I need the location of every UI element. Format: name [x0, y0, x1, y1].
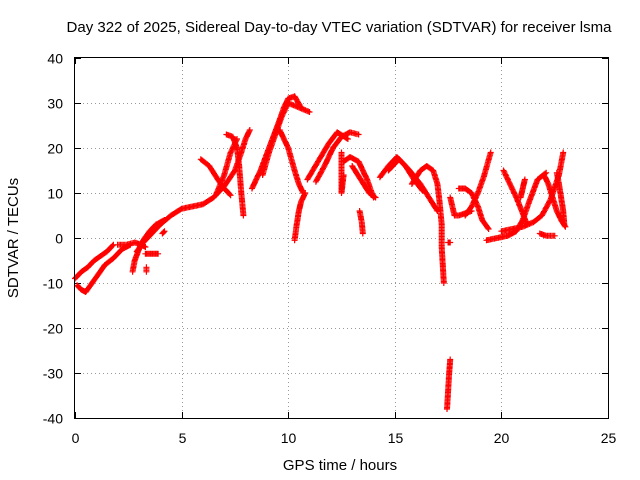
series-arc-25 [445, 239, 454, 246]
series-arc-08 [159, 228, 168, 237]
series-arc-21 [356, 208, 366, 237]
y-tick-label: -10 [43, 276, 63, 292]
series-arc-17 [312, 129, 362, 185]
tick-layer: 0 5 10 15 20 25 -40 -30 -20 -10 0 10 20 30 40 [43, 51, 617, 447]
plot-frame [74, 57, 609, 419]
plus-markers [338, 149, 347, 196]
x-tick-label: 5 [179, 430, 187, 446]
series-arc-34 [536, 230, 558, 239]
plus-markers [142, 250, 162, 257]
plus-markers [349, 163, 379, 201]
series-arc-14 [276, 127, 307, 196]
y-tick-label: 10 [47, 186, 63, 202]
plus-markers [517, 176, 528, 201]
data-marks [72, 93, 569, 412]
x-axis-title: GPS time / hours [283, 457, 397, 474]
x-tick-label: 15 [388, 430, 404, 446]
plus-markers [553, 169, 568, 228]
y-axis-title: SDTVAR / TECUs [5, 178, 22, 298]
series-arc-36 [553, 169, 568, 228]
plus-markers [408, 163, 447, 286]
y-tick-label: 0 [55, 231, 63, 247]
series-arc-06 [142, 250, 162, 257]
plus-markers [455, 185, 492, 232]
plus-markers [74, 241, 134, 295]
series-arc-20 [349, 163, 379, 201]
plus-markers [276, 127, 307, 196]
x-tick-label: 20 [494, 430, 510, 446]
plus-markers [536, 230, 558, 239]
plus-markers [445, 239, 454, 246]
plus-markers [356, 208, 366, 237]
grid-layer [75, 58, 608, 418]
series-arc-15 [291, 190, 309, 244]
plus-markers [259, 100, 313, 178]
series-arc-23 [385, 156, 441, 214]
plus-markers [462, 149, 494, 219]
series-arc-26 [444, 356, 454, 412]
plus-markers [312, 129, 362, 185]
plus-markers [500, 167, 530, 228]
x-tick-label: 25 [601, 430, 617, 446]
y-tick-label: 40 [47, 51, 63, 67]
y-tick-label: 20 [47, 141, 63, 157]
series-arc-24 [408, 163, 447, 286]
chart-title: Day 322 of 2025, Sidereal Day-to-day VTE… [67, 19, 613, 36]
series-arc-28 [455, 185, 492, 232]
series-arc-29 [462, 149, 494, 219]
y-tick-label: -40 [43, 411, 63, 427]
series-arc-19 [338, 149, 347, 196]
plus-markers [223, 131, 247, 219]
y-tick-label: 30 [47, 96, 63, 112]
x-tick-label: 0 [72, 430, 80, 446]
plus-markers [291, 190, 309, 244]
plus-markers [143, 264, 150, 275]
series-arc-02 [74, 241, 134, 295]
plus-markers [444, 356, 454, 412]
plus-markers [385, 156, 441, 214]
series-arc-07 [143, 264, 150, 275]
series-arc-33 [517, 176, 528, 201]
series-arc-32 [500, 167, 530, 228]
y-tick-label: -30 [43, 366, 63, 382]
x-tick-label: 10 [281, 430, 297, 446]
y-tick-label: -20 [43, 321, 63, 337]
series-arc-11 [223, 131, 247, 219]
series-arc-13 [259, 100, 313, 178]
plus-markers [159, 228, 168, 237]
